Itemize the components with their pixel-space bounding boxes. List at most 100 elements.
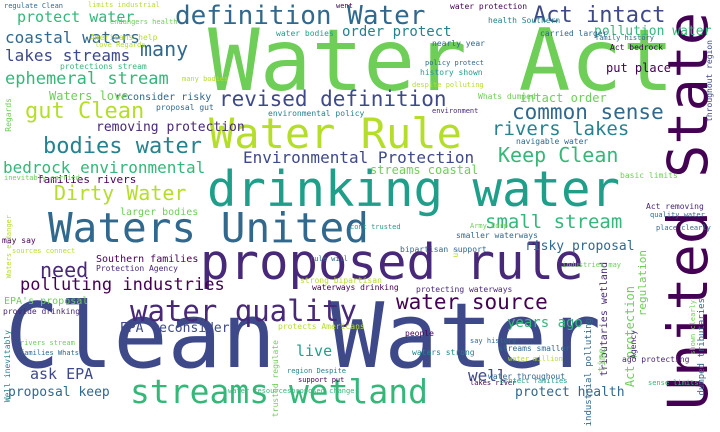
word: EPA reconsider [120,321,230,336]
word: well [468,366,507,385]
word: Army Corp [470,222,508,230]
word: Act intact [533,3,666,28]
word: larger bodies [120,207,199,218]
word: Southern families [96,254,199,265]
word: intact order [520,91,607,105]
word: families rivers [37,173,137,186]
word: Keep Clean [498,143,619,167]
word: cont trusted [350,223,401,231]
word: Water Act [208,11,674,111]
word: Regards [4,98,13,132]
word: rule will [310,255,348,263]
word: Waters love [49,89,129,103]
word: streams smaller [498,344,571,353]
word: basic limits [620,171,678,180]
word: small stream [485,211,623,233]
word: say history [470,337,517,345]
word: protect water [17,8,135,26]
word: proposed rule [200,234,584,291]
word: EPA's proposal [4,296,89,307]
word: regulate Clean [4,2,64,10]
word: protections stream [60,62,147,71]
word: people [405,329,434,338]
word: waters strong [412,348,475,357]
word: environmental policy [268,109,365,118]
word: years ago [507,315,583,331]
word: smaller waterways [456,231,538,240]
word: dumped tributaries [697,298,707,396]
word: place clearly [656,224,711,232]
word: put place [606,61,672,75]
word: love Regards [95,41,146,49]
word: health Southern [488,16,561,25]
word: Dirty Water [54,181,187,205]
word: ephemeral stream [5,69,169,89]
word: proposal keep [8,385,110,400]
word: endangers health [110,18,178,26]
word: regulation [636,250,649,317]
word: rivers stream [20,339,75,347]
word: water resourcesproposed change [228,387,355,395]
word: gut Clean [25,99,145,124]
word: provide drinking [3,307,81,316]
word: time [597,348,608,373]
word: many bodies [182,75,229,83]
word: quality water [650,211,705,219]
word: region Despite [287,367,347,375]
word: streams coastal [370,163,479,177]
word: protect health [515,385,625,400]
word: went [336,2,353,10]
word: Waters endanger [5,215,13,279]
word: bipartisan support [400,245,487,254]
word: sources connect [12,247,76,255]
word: throughout region [705,40,714,122]
word: live [296,342,333,360]
word: revised definition [219,87,447,111]
word: strong bipartisan [300,276,382,285]
word: reconsider risky [115,92,212,103]
word: trusted regulate [271,340,280,418]
word: Environmental Protection [243,148,475,167]
word: carried larger [540,29,608,38]
word: water million [508,355,563,363]
word: Act removing [646,202,704,211]
word: shown clearly [689,300,697,355]
word: removing protection [96,120,245,135]
word: need [40,258,89,282]
word: may say [2,236,36,245]
word: Water Rule [209,109,462,158]
word: us [451,248,460,258]
word: pollution water [594,24,712,39]
word: lakes river [470,379,517,387]
word: limits industrial [88,1,160,9]
word: Waters United [48,204,369,252]
word: environment [432,107,479,115]
word: navigable water [516,137,589,146]
word: bedrock environmental [3,158,206,177]
word: Well inevitably [3,330,12,403]
word: definition Water [175,1,426,31]
word: protects Americans [278,322,365,331]
word: common sense [512,100,664,124]
word: waterways drinking [312,283,399,292]
word: rivers lakes [492,118,630,140]
word: bodies water [43,134,202,159]
word: families Whats [20,349,80,357]
word: polluting industries [20,275,225,295]
word: industries may [562,261,622,269]
word: history shown [420,68,483,77]
word: protecting waterways [416,285,513,294]
word: support put [298,376,345,384]
word: Agency [629,330,638,359]
word: inevitably carried [4,174,80,182]
word: despite polluting [412,81,484,89]
word: coastal waters [5,28,140,47]
word: nearly year [432,39,485,48]
word: proposal gut [156,103,214,112]
word: risky proposal [525,239,635,254]
word: family history [595,34,655,42]
word: industrial polluting [584,318,594,427]
word: drinking water [207,161,621,218]
word: water quality [130,294,357,328]
